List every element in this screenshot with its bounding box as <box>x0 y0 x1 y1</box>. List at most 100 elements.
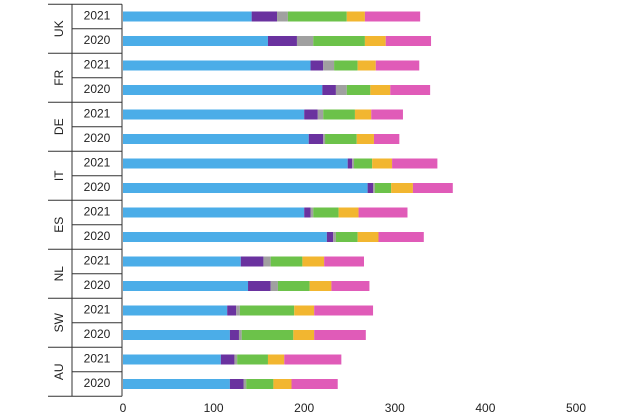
bar-segment-de-2020-5 <box>373 134 400 144</box>
bar-segment-it-2020-2 <box>373 183 375 193</box>
bar-segment-es-2020-1 <box>326 232 334 242</box>
year-label: 2021 <box>84 107 111 121</box>
bar-segment-nl-2021-5 <box>324 256 364 267</box>
bar-segment-au-2020-2 <box>243 379 247 389</box>
bar-segment-es-2020-5 <box>378 232 424 242</box>
bar-segment-au-2020-0 <box>123 379 230 389</box>
bar-segment-nl-2020-1 <box>248 281 271 291</box>
year-label: 2020 <box>84 82 111 96</box>
bar-segment-it-2020-1 <box>367 183 374 193</box>
country-label: UK <box>52 20 66 37</box>
bar-segment-sw-2021-3 <box>239 305 295 316</box>
bar-segment-it-2020-3 <box>374 183 392 193</box>
x-tick-label: 100 <box>204 401 224 415</box>
bar-segment-au-2020-4 <box>273 379 292 389</box>
country-label: SW <box>52 312 66 332</box>
bar-segment-de-2020-4 <box>356 134 374 144</box>
bar-segment-sw-2020-0 <box>123 330 230 340</box>
bar-segment-de-2021-2 <box>317 109 324 120</box>
bar-segment-it-2020-0 <box>123 183 368 193</box>
bar-segment-au-2020-5 <box>291 379 338 389</box>
bar-segment-it-2021-3 <box>354 158 373 169</box>
bar-segment-fr-2020-0 <box>123 85 323 95</box>
bar-segment-de-2021-5 <box>371 109 403 120</box>
bar-segment-de-2020-3 <box>325 134 357 144</box>
bar-segment-sw-2021-4 <box>294 305 315 316</box>
bar-segment-de-2021-0 <box>123 109 305 120</box>
bar-segment-de-2020-0 <box>123 134 309 144</box>
bar-segment-de-2021-4 <box>354 109 372 120</box>
bar-segment-sw-2021-2 <box>236 305 240 316</box>
year-label: 2020 <box>84 327 111 341</box>
bars-layer <box>123 11 453 389</box>
bar-segment-nl-2021-1 <box>240 256 264 267</box>
bar-segment-nl-2020-0 <box>123 281 249 291</box>
x-tick-label: 300 <box>385 401 405 415</box>
bar-segment-nl-2021-2 <box>263 256 271 267</box>
x-tick-label: 0 <box>120 401 127 415</box>
x-tick-label: 400 <box>475 401 495 415</box>
country-label: IT <box>52 170 66 181</box>
bar-segment-it-2020-4 <box>391 183 413 193</box>
bar-segment-uk-2020-5 <box>385 36 432 46</box>
bar-segment-es-2020-4 <box>357 232 379 242</box>
bar-segment-nl-2020-5 <box>331 281 370 291</box>
bar-segment-fr-2021-0 <box>123 60 311 71</box>
bar-segment-au-2021-1 <box>220 354 235 365</box>
year-label: 2020 <box>84 180 111 194</box>
country-label: DE <box>52 118 66 135</box>
x-axis: 0 100 200 300 400 500 <box>120 4 586 415</box>
bar-segment-uk-2021-4 <box>346 11 365 22</box>
year-label: 2020 <box>84 376 111 390</box>
bar-segment-uk-2020-0 <box>123 36 268 46</box>
bar-segment-nl-2021-0 <box>123 256 241 267</box>
bar-segment-fr-2021-2 <box>323 60 335 71</box>
bar-segment-es-2020-0 <box>123 232 327 242</box>
x-tick-label: 500 <box>566 401 586 415</box>
bar-segment-nl-2020-2 <box>270 281 278 291</box>
year-label: 2021 <box>84 9 111 23</box>
bar-segment-au-2020-1 <box>229 379 244 389</box>
bar-segment-es-2020-3 <box>335 232 358 242</box>
bar-segment-it-2021-5 <box>392 158 438 169</box>
bar-segment-uk-2020-3 <box>313 36 365 46</box>
bar-segment-de-2021-1 <box>304 109 318 120</box>
bar-segment-fr-2020-5 <box>390 85 431 95</box>
year-label: 2021 <box>84 156 111 170</box>
year-label: 2021 <box>84 254 111 268</box>
year-label: 2021 <box>84 303 111 317</box>
bar-segment-nl-2020-4 <box>309 281 332 291</box>
country-label: ES <box>52 217 66 233</box>
bar-segment-sw-2020-2 <box>238 330 242 340</box>
bar-segment-es-2021-4 <box>338 207 359 218</box>
bar-segment-sw-2020-1 <box>229 330 239 340</box>
year-label: 2020 <box>84 33 111 47</box>
bar-segment-es-2021-5 <box>358 207 408 218</box>
bar-segment-sw-2020-4 <box>293 330 315 340</box>
row-labels: UK 2021 2020 FR 2021 2020 DE 2021 2020 IT 2021 2020… <box>48 3 122 397</box>
bar-segment-es-2021-2 <box>310 207 314 218</box>
bar-segment-au-2021-0 <box>123 354 221 365</box>
bar-segment-au-2021-4 <box>267 354 285 365</box>
bar-segment-uk-2021-2 <box>277 11 288 22</box>
bar-segment-uk-2020-2 <box>296 36 314 46</box>
bar-segment-de-2020-2 <box>323 134 326 144</box>
bar-segment-de-2020-1 <box>308 134 324 144</box>
bar-segment-it-2021-4 <box>372 158 393 169</box>
country-label: NL <box>52 266 66 282</box>
bar-segment-fr-2021-1 <box>310 60 324 71</box>
bar-segment-nl-2021-4 <box>302 256 325 267</box>
bar-segment-sw-2021-0 <box>123 305 228 316</box>
bar-segment-it-2021-2 <box>352 158 355 169</box>
bar-segment-au-2021-2 <box>234 354 238 365</box>
year-label: 2021 <box>84 58 111 72</box>
bar-segment-au-2021-5 <box>284 354 342 365</box>
bar-segment-sw-2020-5 <box>314 330 366 340</box>
bar-segment-es-2021-1 <box>304 207 311 218</box>
year-label: 2021 <box>84 352 111 366</box>
bar-segment-uk-2021-0 <box>123 11 252 22</box>
bar-segment-sw-2021-1 <box>227 305 237 316</box>
bar-segment-it-2021-1 <box>347 158 353 169</box>
bar-segment-fr-2020-3 <box>346 85 371 95</box>
